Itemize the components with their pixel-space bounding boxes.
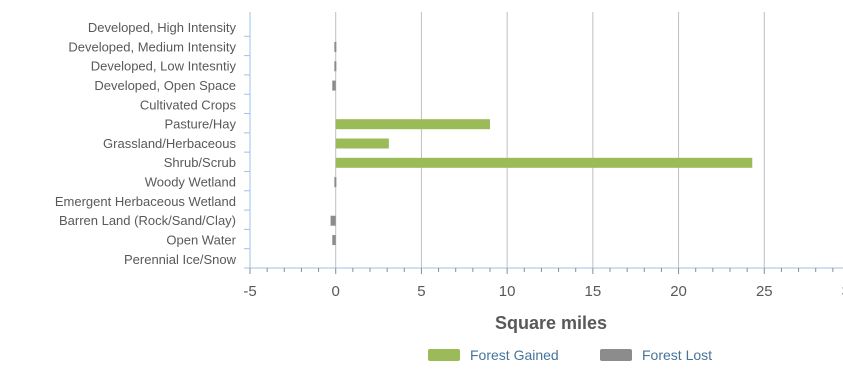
- gridlines: [335, 12, 765, 268]
- tick-label: 20: [670, 283, 687, 300]
- category-label: Perennial Ice/Snow: [124, 252, 237, 267]
- bar-forest-lost: [334, 177, 337, 188]
- category-label: Shrub/Scrub: [164, 155, 236, 170]
- tick-label: 25: [756, 283, 773, 300]
- category-label: Open Water: [166, 232, 236, 247]
- bar-forest-lost: [334, 61, 337, 72]
- tick-label: 0: [332, 283, 340, 300]
- bar-forest-lost: [334, 41, 337, 52]
- bar-forest-gained: [335, 119, 490, 130]
- category-label: Woody Wetland: [145, 175, 236, 190]
- legend: Forest Gained Forest Lost: [428, 347, 712, 363]
- category-label: Emergent Herbaceous Wetland: [55, 194, 236, 209]
- legend-swatch: [428, 349, 460, 361]
- category-label: Developed, Open Space: [94, 78, 236, 93]
- bars: [330, 41, 753, 246]
- bar-forest-lost: [330, 215, 336, 226]
- bar-forest-gained: [335, 138, 389, 149]
- category-label: Grassland/Herbaceous: [103, 136, 236, 151]
- tick-label: -5: [243, 283, 256, 300]
- category-label: Barren Land (Rock/Sand/Clay): [59, 213, 236, 228]
- tick-label: 15: [585, 283, 602, 300]
- category-label: Cultivated Crops: [140, 97, 237, 112]
- value-axis: -5 0 5 10 15 20 25 30: [243, 267, 843, 300]
- tick-label: 5: [417, 283, 425, 300]
- tick-label: 10: [499, 283, 516, 300]
- legend-label: Forest Gained: [470, 347, 559, 363]
- legend-swatch: [600, 349, 632, 361]
- tick-label: 30: [842, 283, 843, 300]
- category-axis: Developed, High Intensity Developed, Medi…: [55, 12, 251, 269]
- bar-forest-lost: [332, 235, 336, 246]
- category-label: Pasture/Hay: [164, 117, 236, 132]
- legend-label: Forest Lost: [642, 347, 712, 363]
- category-label: Developed, Low Intesntiy: [91, 59, 237, 74]
- category-label: Developed, High Intensity: [88, 20, 237, 35]
- bar-forest-gained: [335, 157, 753, 168]
- category-label: Developed, Medium Intensity: [68, 39, 236, 54]
- x-axis-title: Square miles: [495, 313, 607, 333]
- bar-forest-lost: [332, 80, 336, 91]
